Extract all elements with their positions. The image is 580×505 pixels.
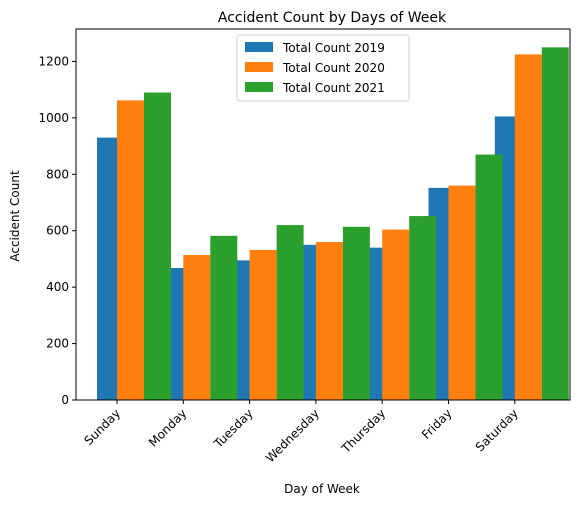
bar-total-count-2020-saturday [514, 54, 542, 400]
bar-total-count-2021-wednesday [342, 226, 370, 400]
y-axis-title: Accident Count [8, 170, 22, 262]
legend: Total Count 2019 Total Count 2020 Total Co… [236, 34, 410, 102]
y-tick-label: 0 [61, 393, 69, 407]
y-tick-label: 200 [46, 337, 69, 351]
x-tick-label-thursday: Thursday [338, 406, 388, 456]
x-tick-label-monday: Monday [146, 406, 189, 449]
x-tick-label-saturday: Saturday [473, 406, 521, 454]
bars-layer [97, 47, 569, 401]
y-tick-label: 1000 [38, 111, 69, 125]
bar-total-count-2020-sunday [117, 100, 144, 400]
plot-frame [75, 28, 571, 401]
legend-box [236, 34, 410, 102]
x-tick-label-friday: Friday [419, 406, 455, 442]
bar-total-count-2021-tuesday [276, 225, 304, 400]
bar-total-count-2020-monday [183, 254, 211, 400]
bar-total-count-2021-friday [475, 154, 503, 400]
y-tick-label: 800 [46, 167, 69, 181]
legend-label-total-count-2021: Total Count 2021 [282, 81, 385, 95]
bar-total-count-2020-wednesday [315, 242, 343, 400]
bar-total-count-2020-friday [448, 185, 476, 400]
bar-total-count-2020-tuesday [249, 249, 277, 400]
chart-title: Accident Count by Days of Week [218, 10, 447, 26]
x-tick-label-sunday: Sunday [81, 406, 123, 448]
bar-total-count-2021-sunday [144, 92, 171, 400]
bar-total-count-2021-saturday [541, 47, 569, 401]
legend-label-total-count-2020: Total Count 2020 [282, 61, 385, 75]
x-tick-label-wednesday: Wednesday [263, 406, 322, 465]
legend-swatch-total-count-2019 [245, 42, 273, 52]
bar-total-count-2020-thursday [382, 229, 410, 400]
legend-label-total-count-2019: Total Count 2019 [282, 41, 385, 55]
y-tick-label: 1200 [38, 54, 69, 68]
y-tick-label: 400 [46, 280, 69, 294]
legend-swatch-total-count-2020 [245, 62, 273, 72]
bar-total-count-2021-monday [210, 235, 238, 400]
legend-swatch-total-count-2021 [245, 82, 273, 92]
x-tick-label-tuesday: Tuesday [211, 406, 256, 451]
bar-total-count-2021-thursday [409, 216, 437, 400]
y-tick-label: 600 [46, 224, 69, 238]
x-axis-title: Day of Week [284, 482, 360, 496]
